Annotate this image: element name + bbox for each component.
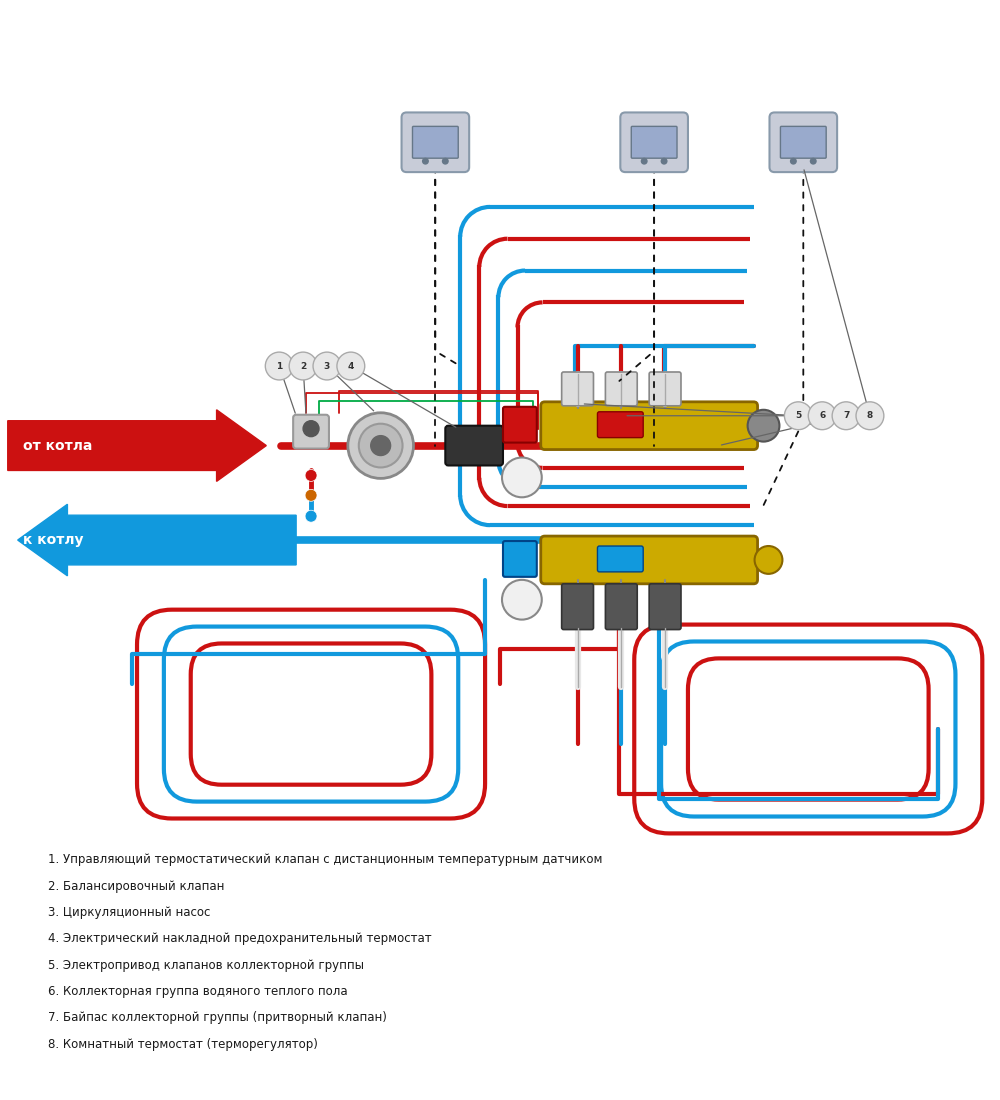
Circle shape [303,420,319,437]
Circle shape [337,352,365,379]
FancyBboxPatch shape [412,126,458,158]
Text: 4: 4 [348,362,354,371]
Text: 7: 7 [843,411,849,420]
Text: 5. Электропривод клапанов коллекторной группы: 5. Электропривод клапанов коллекторной г… [48,959,364,971]
Circle shape [371,436,391,455]
Circle shape [641,158,647,164]
Text: 2. Балансировочный клапан: 2. Балансировочный клапан [48,880,224,893]
Text: 6: 6 [819,411,825,420]
FancyBboxPatch shape [597,411,643,438]
Circle shape [502,580,542,619]
Text: от котла: от котла [23,439,92,452]
FancyBboxPatch shape [541,402,758,450]
FancyBboxPatch shape [769,112,837,172]
FancyBboxPatch shape [649,372,681,406]
Circle shape [305,470,317,482]
Text: 5: 5 [795,411,801,420]
Text: 2: 2 [300,362,306,371]
FancyBboxPatch shape [402,112,469,172]
FancyBboxPatch shape [562,584,593,629]
Text: 6. Коллекторная группа водяного теплого пола: 6. Коллекторная группа водяного теплого … [48,986,347,998]
FancyBboxPatch shape [503,541,537,576]
Circle shape [832,402,860,430]
Circle shape [289,352,317,379]
Text: 1: 1 [276,362,282,371]
Circle shape [791,158,796,164]
FancyBboxPatch shape [780,126,826,158]
Circle shape [502,458,542,497]
Text: 8: 8 [867,411,873,420]
FancyBboxPatch shape [293,415,329,449]
FancyBboxPatch shape [541,536,758,584]
Text: 4. Электрический накладной предохранительный термостат: 4. Электрический накладной предохранител… [48,933,431,945]
Circle shape [305,510,317,522]
FancyBboxPatch shape [445,426,503,465]
Circle shape [265,352,293,379]
FancyBboxPatch shape [605,372,637,406]
Circle shape [443,158,448,164]
Circle shape [423,158,428,164]
FancyBboxPatch shape [631,126,677,158]
Circle shape [359,424,403,468]
Text: 7. Байпас коллекторной группы (притворный клапан): 7. Байпас коллекторной группы (притворны… [48,1011,386,1024]
Text: 1. Управляющий термостатический клапан с дистанционным температурным датчиком: 1. Управляющий термостатический клапан с… [48,854,602,867]
Circle shape [808,402,836,430]
FancyBboxPatch shape [503,407,537,442]
Circle shape [856,402,884,430]
FancyArrow shape [8,410,266,482]
FancyBboxPatch shape [597,546,643,572]
FancyBboxPatch shape [605,584,637,629]
FancyArrow shape [18,504,296,576]
Circle shape [755,546,782,574]
Circle shape [748,410,779,441]
Circle shape [784,402,812,430]
Circle shape [348,412,413,478]
FancyBboxPatch shape [562,372,593,406]
Circle shape [810,158,816,164]
FancyBboxPatch shape [620,112,688,172]
Text: 3. Циркуляционный насос: 3. Циркуляционный насос [48,906,210,918]
Text: 3: 3 [324,362,330,371]
Text: 8. Комнатный термостат (терморегулятор): 8. Комнатный термостат (терморегулятор) [48,1037,317,1050]
FancyBboxPatch shape [649,584,681,629]
Circle shape [313,352,341,379]
Circle shape [305,490,317,502]
Circle shape [661,158,667,164]
Text: к котлу: к котлу [23,534,83,547]
